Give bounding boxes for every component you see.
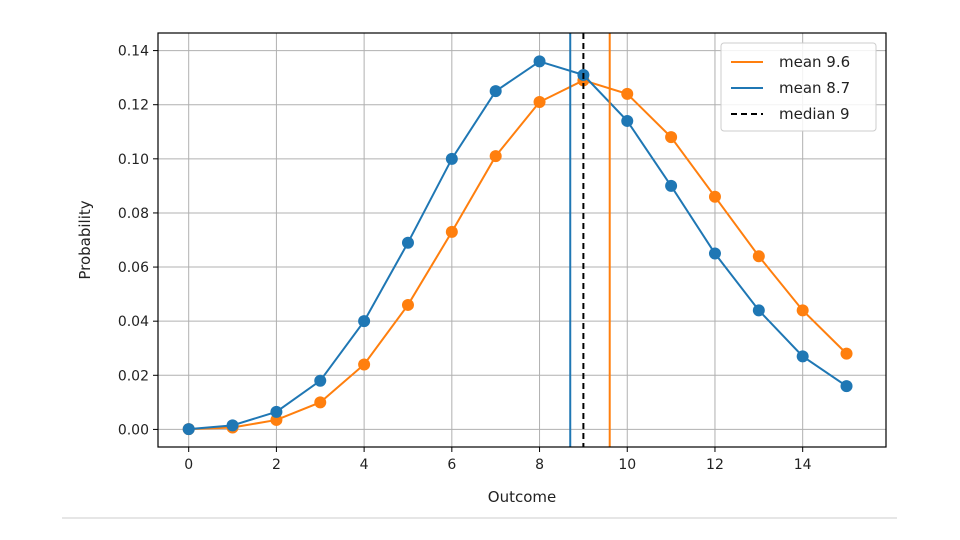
vlines-layer bbox=[569, 33, 611, 447]
x-axis-label: Outcome bbox=[488, 488, 556, 506]
x-tick-label: 4 bbox=[360, 457, 369, 473]
data-point bbox=[270, 405, 283, 418]
data-point bbox=[226, 419, 239, 432]
y-tick-label: 0.00 bbox=[118, 422, 149, 438]
x-tick-label: 6 bbox=[447, 457, 456, 473]
y-tick-label: 0.08 bbox=[118, 206, 149, 222]
y-axis-label: Probability bbox=[76, 200, 94, 279]
data-point bbox=[445, 152, 458, 165]
x-tick-label: 10 bbox=[618, 457, 636, 473]
legend-label: median 9 bbox=[779, 105, 850, 123]
data-point bbox=[796, 350, 809, 363]
data-point bbox=[665, 179, 678, 192]
data-point bbox=[401, 236, 414, 249]
x-tick-label: 14 bbox=[794, 457, 812, 473]
x-tick-label: 0 bbox=[184, 457, 193, 473]
data-point bbox=[665, 131, 678, 144]
data-point bbox=[533, 96, 546, 108]
y-tick-label: 0.04 bbox=[118, 314, 149, 330]
data-point bbox=[489, 150, 502, 163]
data-point bbox=[621, 87, 634, 100]
y-tick-label: 0.10 bbox=[118, 152, 149, 168]
y-tick-label: 0.12 bbox=[118, 98, 149, 114]
legend-label: mean 8.7 bbox=[779, 79, 850, 97]
ticks: 0 2 4 6 8 10 12 14 0.00 0.02 0.04 0.06 0.08 0.10 0.12 0… bbox=[118, 44, 812, 473]
data-point bbox=[489, 85, 502, 98]
data-point bbox=[445, 225, 458, 238]
grid bbox=[158, 33, 886, 447]
y-tick-label: 0.02 bbox=[118, 368, 149, 384]
data-point bbox=[314, 374, 327, 387]
series-line-0 bbox=[188, 79, 848, 431]
data-point bbox=[752, 304, 765, 317]
data-point bbox=[621, 114, 634, 127]
y-tick-label: 0.06 bbox=[118, 260, 149, 276]
data-point bbox=[401, 298, 414, 311]
data-point bbox=[796, 304, 809, 317]
data-point bbox=[708, 247, 721, 260]
data-point bbox=[752, 250, 765, 263]
legend-label: mean 9.6 bbox=[779, 53, 850, 71]
series-layer bbox=[182, 55, 853, 436]
series-line-1 bbox=[188, 60, 848, 431]
x-tick-label: 2 bbox=[272, 457, 281, 473]
x-tick-label: 12 bbox=[706, 457, 724, 473]
legend: mean 9.6 mean 8.7 median 9 bbox=[720, 42, 877, 132]
data-point bbox=[708, 190, 721, 203]
y-tick-label: 0.14 bbox=[118, 44, 149, 60]
data-point bbox=[840, 347, 853, 360]
legend-box bbox=[720, 42, 877, 132]
data-point bbox=[182, 423, 195, 436]
x-tick-label: 8 bbox=[535, 457, 544, 473]
plot-frame bbox=[157, 32, 887, 448]
data-point bbox=[840, 380, 853, 393]
data-point bbox=[358, 358, 371, 371]
data-point bbox=[314, 396, 327, 409]
data-point bbox=[533, 55, 546, 68]
data-point bbox=[358, 315, 371, 328]
